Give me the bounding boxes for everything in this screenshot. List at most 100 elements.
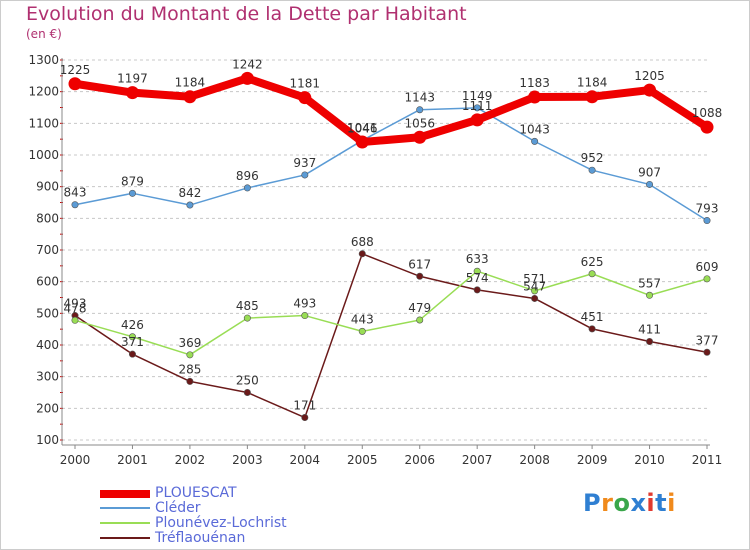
data-point bbox=[473, 104, 481, 112]
data-label: 879 bbox=[121, 174, 144, 188]
data-point bbox=[186, 377, 194, 385]
y-tick-label: 1200 bbox=[28, 85, 59, 99]
data-label: 411 bbox=[638, 323, 661, 337]
data-point bbox=[68, 77, 82, 91]
data-label: 625 bbox=[581, 255, 604, 269]
series-line-2 bbox=[74, 270, 708, 356]
x-tick-label: 2005 bbox=[347, 453, 378, 467]
data-point bbox=[531, 137, 539, 145]
legend-item-cleder: Cléder bbox=[100, 500, 380, 516]
legend-label-cleder: Cléder bbox=[155, 500, 201, 516]
legend-swatch-treflaouenan bbox=[100, 537, 150, 539]
data-label: 1111 bbox=[462, 99, 493, 113]
data-label: 1143 bbox=[404, 91, 435, 105]
data-label: 1183 bbox=[519, 76, 550, 90]
data-label: 285 bbox=[178, 362, 201, 376]
y-tick-label: 500 bbox=[36, 306, 59, 320]
data-label: 371 bbox=[121, 335, 144, 349]
data-label: 443 bbox=[351, 312, 374, 326]
data-label: 493 bbox=[293, 297, 316, 311]
data-label: 1184 bbox=[175, 76, 206, 90]
data-label: 547 bbox=[523, 279, 546, 293]
data-label: 377 bbox=[696, 333, 719, 347]
data-label: 633 bbox=[466, 252, 489, 266]
data-point bbox=[585, 90, 599, 104]
x-tick-label: 2009 bbox=[577, 453, 608, 467]
data-label: 1046 bbox=[347, 121, 378, 135]
data-point bbox=[240, 71, 254, 85]
data-point bbox=[646, 338, 654, 346]
data-label: 1149 bbox=[462, 89, 493, 103]
chart-subtitle: (en €) bbox=[26, 27, 62, 41]
data-label: 557 bbox=[638, 276, 661, 290]
data-point bbox=[531, 287, 539, 295]
x-tick-label: 2011 bbox=[692, 453, 723, 467]
data-label: 843 bbox=[64, 186, 87, 200]
x-tick-label: 2003 bbox=[232, 453, 263, 467]
proxiti-logo: Proxiti bbox=[583, 489, 693, 521]
data-point bbox=[358, 327, 366, 335]
x-tick-label: 2004 bbox=[290, 453, 321, 467]
data-point bbox=[243, 314, 251, 322]
data-point bbox=[700, 120, 714, 134]
data-point bbox=[703, 275, 711, 283]
data-point bbox=[416, 316, 424, 324]
data-point bbox=[473, 267, 481, 275]
data-point bbox=[243, 184, 251, 192]
legend-swatch-cleder bbox=[100, 507, 150, 509]
data-label: 1043 bbox=[519, 122, 550, 136]
y-tick-label: 300 bbox=[36, 370, 59, 384]
data-point bbox=[470, 113, 484, 127]
data-label: 842 bbox=[178, 186, 201, 200]
data-label: 952 bbox=[581, 151, 604, 165]
x-tick-label: 2010 bbox=[634, 453, 665, 467]
logo-letter: i bbox=[646, 489, 656, 517]
logo-letter: o bbox=[613, 489, 631, 517]
logo-letter: t bbox=[655, 489, 668, 517]
data-label: 688 bbox=[351, 235, 374, 249]
x-tick-label: 2000 bbox=[60, 453, 91, 467]
data-label: 571 bbox=[523, 272, 546, 286]
data-point bbox=[416, 106, 424, 114]
legend: PLOUESCAT Cléder Plounévez-Lochrist Tréf… bbox=[100, 485, 380, 546]
logo-letter: x bbox=[630, 489, 647, 517]
series-line-3 bbox=[74, 253, 708, 419]
data-label: 1088 bbox=[692, 106, 723, 120]
data-point bbox=[301, 312, 309, 320]
data-label: 478 bbox=[64, 301, 87, 315]
data-point bbox=[183, 90, 197, 104]
data-label: 250 bbox=[236, 374, 259, 388]
data-label: 937 bbox=[293, 156, 316, 170]
legend-item-plounevez-lochrist: Plounévez-Lochrist bbox=[100, 515, 380, 531]
data-point bbox=[186, 351, 194, 359]
y-tick-label: 200 bbox=[36, 401, 59, 415]
legend-item-treflaouenan: Tréflaouénan bbox=[100, 530, 380, 546]
data-point bbox=[301, 414, 309, 422]
data-label: 574 bbox=[466, 271, 489, 285]
data-point bbox=[528, 90, 542, 104]
data-point bbox=[125, 86, 139, 100]
series-line-1 bbox=[74, 107, 708, 222]
data-label: 793 bbox=[696, 202, 719, 216]
logo-letter: P bbox=[583, 489, 602, 517]
data-point bbox=[588, 270, 596, 278]
legend-item-plouescat: PLOUESCAT bbox=[100, 485, 380, 501]
data-label: 1184 bbox=[577, 76, 608, 90]
chart-title: Evolution du Montant de la Dette par Hab… bbox=[26, 3, 467, 25]
data-label: 1242 bbox=[232, 57, 263, 71]
y-tick-label: 600 bbox=[36, 275, 59, 289]
data-point bbox=[358, 250, 366, 258]
x-tick-label: 2001 bbox=[117, 453, 148, 467]
x-tick-label: 2002 bbox=[175, 453, 206, 467]
data-label: 479 bbox=[408, 301, 431, 315]
legend-label-plounevez-lochrist: Plounévez-Lochrist bbox=[155, 515, 287, 531]
logo-letter: i bbox=[667, 489, 676, 517]
data-label: 485 bbox=[236, 299, 259, 313]
data-point bbox=[473, 286, 481, 294]
series-line-0 bbox=[71, 74, 711, 147]
y-tick-label: 100 bbox=[36, 433, 59, 447]
data-label: 617 bbox=[408, 257, 431, 271]
data-label: 907 bbox=[638, 165, 661, 179]
data-point bbox=[243, 388, 251, 396]
